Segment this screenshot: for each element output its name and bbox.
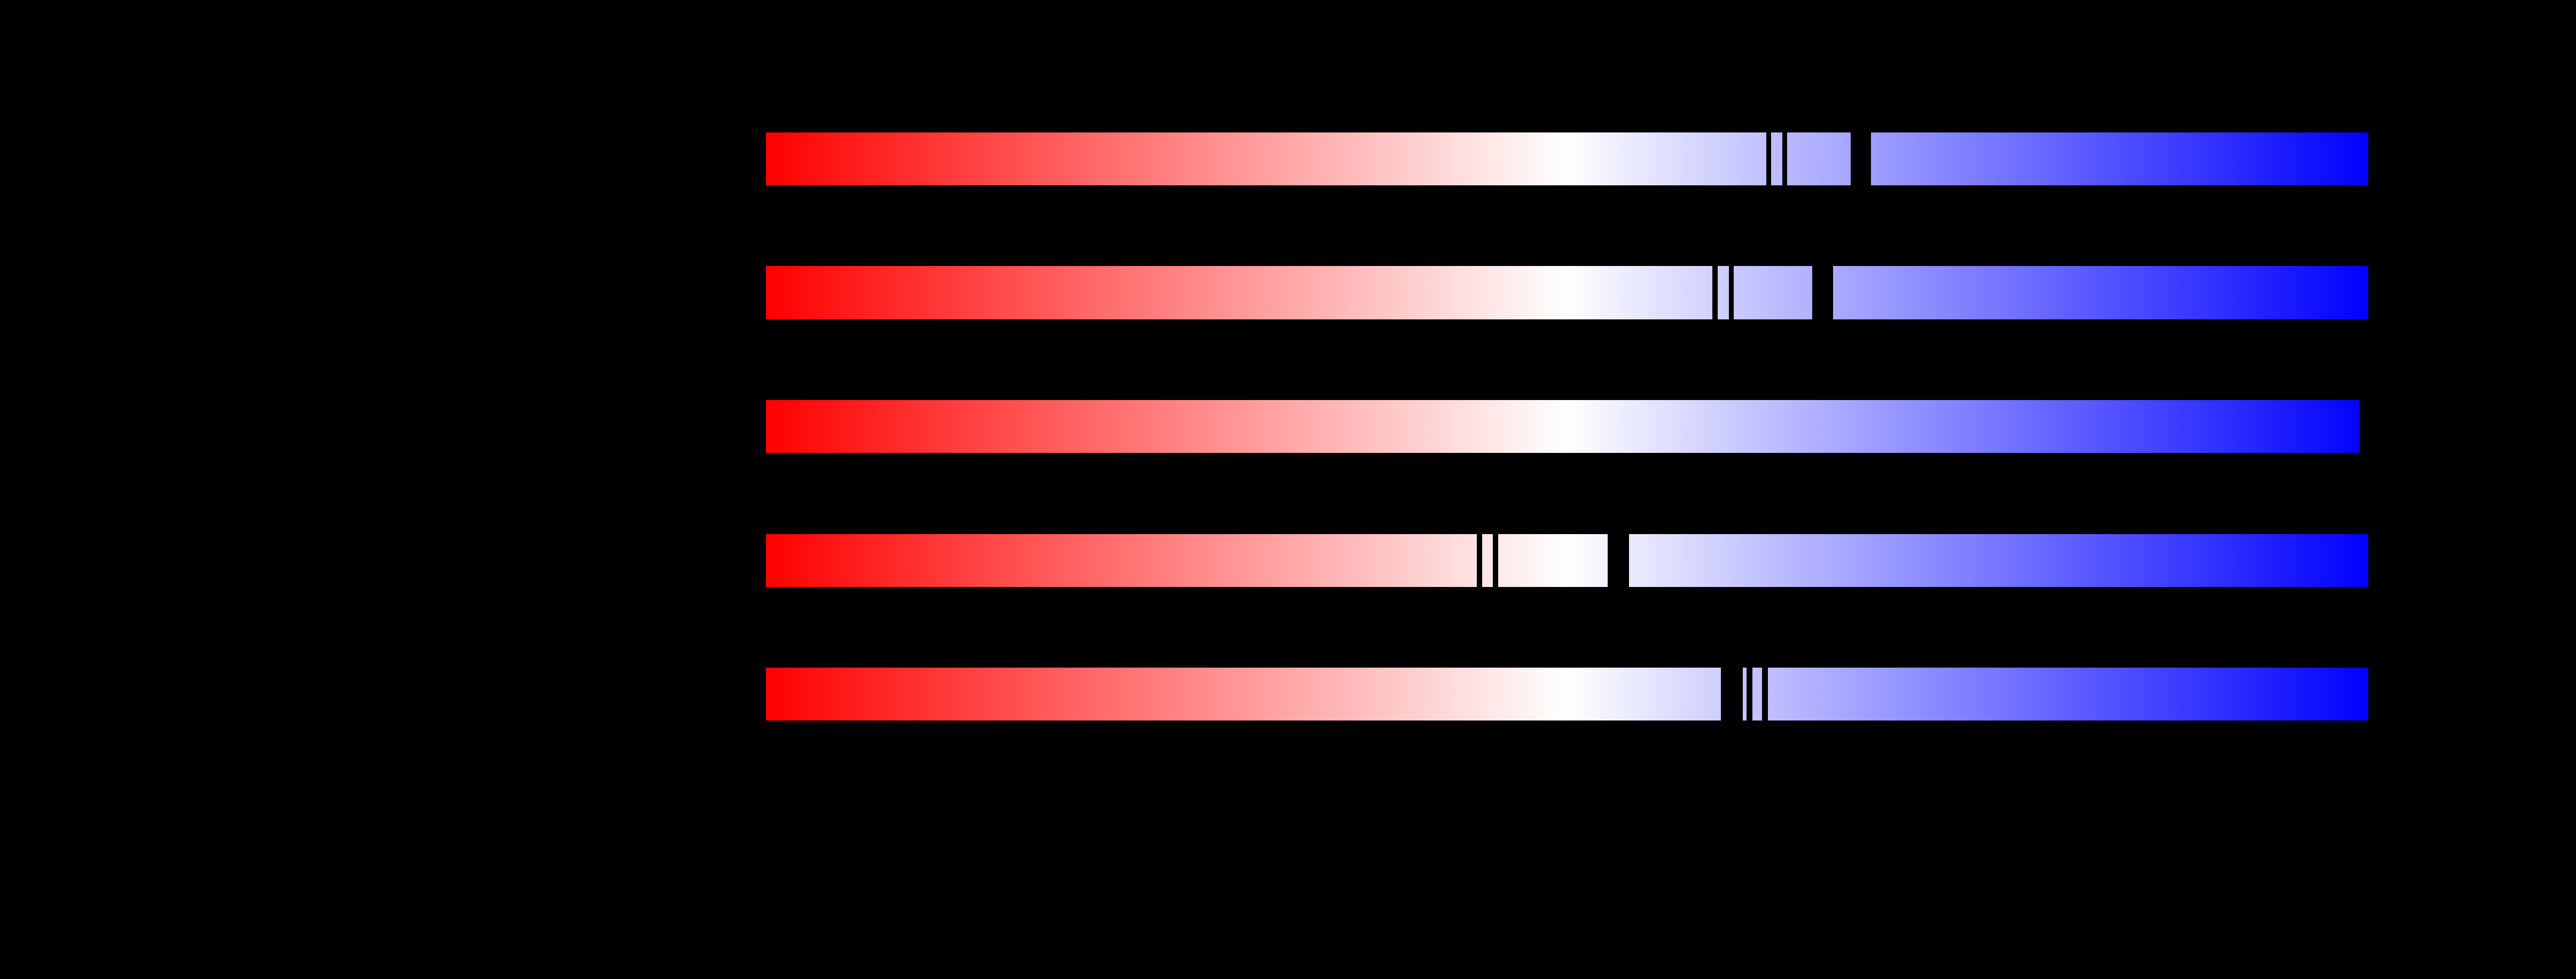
thick-gap-mark: [1721, 668, 1743, 720]
gradient-bar-1: [766, 132, 2368, 185]
gradient-bar-2: [766, 266, 2368, 319]
thin-gap-mark: [1729, 266, 1734, 319]
gradient-bar-3: [766, 400, 2360, 453]
thin-gap-mark: [1762, 668, 1768, 720]
thin-gap-mark: [1712, 266, 1718, 319]
gradient-bar-4: [766, 534, 2368, 587]
thin-gap-mark: [1747, 668, 1752, 720]
thick-gap-mark: [1812, 266, 1833, 319]
thin-gap-mark: [1782, 132, 1787, 185]
thick-gap-mark: [1608, 534, 1629, 587]
gradient-bar-5: [766, 668, 2368, 720]
thin-gap-mark: [1766, 132, 1771, 185]
thick-gap-mark: [1851, 132, 1871, 185]
thin-gap-mark: [1477, 534, 1482, 587]
thin-gap-mark: [1493, 534, 1498, 587]
